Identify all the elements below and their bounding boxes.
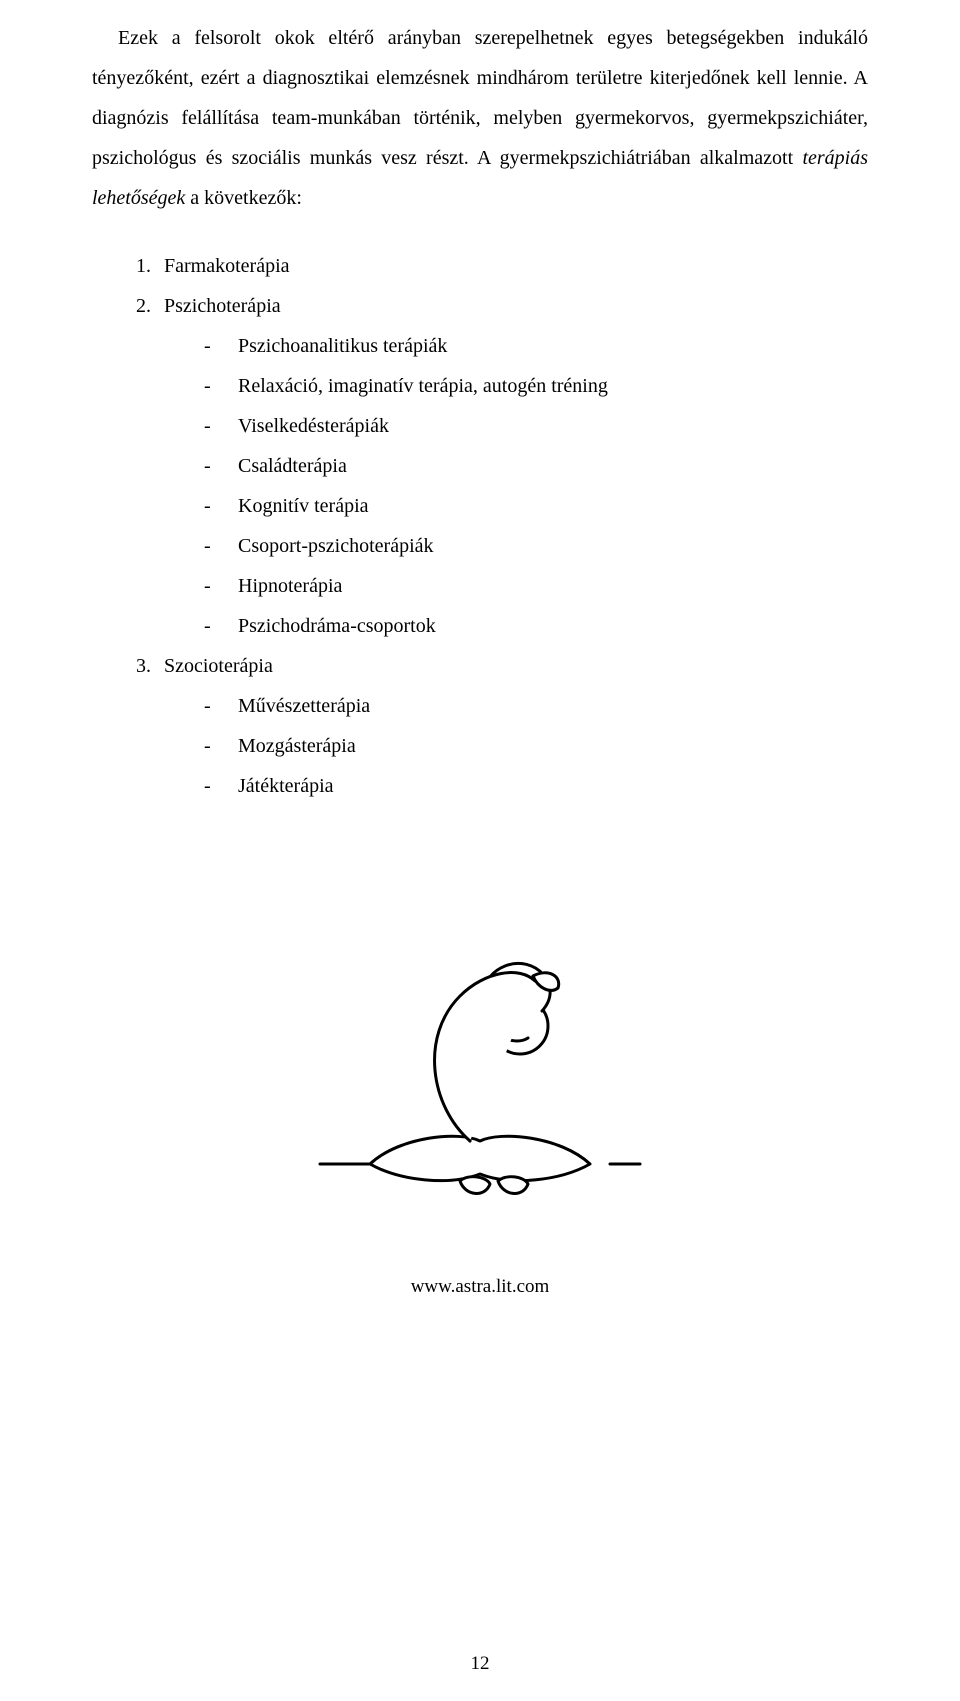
sub-list-item: Kognitív terápia — [204, 486, 868, 526]
sub-list-item: Családterápia — [204, 446, 868, 486]
list-item: Pszichoterápia Pszichoanalitikus terápiá… — [156, 286, 868, 646]
sub-list-item-label: Pszichodráma-csoportok — [238, 615, 436, 637]
therapy-list: Farmakoterápia Pszichoterápia Pszichoana… — [92, 246, 868, 806]
sub-list-item-label: Viselkedésterápiák — [238, 415, 389, 437]
sub-list-item: Csoport-pszichoterápiák — [204, 526, 868, 566]
sub-list-item-label: Pszichoanalitikus terápiák — [238, 335, 447, 357]
illustration-caption: www.astra.lit.com — [92, 1268, 868, 1306]
page-number: 12 — [0, 1645, 960, 1683]
sub-list-item: Művészetterápia — [204, 686, 868, 726]
sub-list-item-label: Mozgásterápia — [238, 735, 356, 757]
sub-list-item-label: Művészetterápia — [238, 695, 370, 717]
sub-list-item-label: Kognitív terápia — [238, 495, 369, 517]
sub-list-item: Hipnoterápia — [204, 566, 868, 606]
list-item: Szocioterápia Művészetterápia Mozgásterá… — [156, 646, 868, 806]
sub-list-item-label: Relaxáció, imaginatív terápia, autogén t… — [238, 375, 608, 397]
sub-list-item-label: Csoport-pszichoterápiák — [238, 535, 434, 557]
list-item-label: Farmakoterápia — [164, 255, 290, 277]
para-part-b: a következők: — [185, 187, 302, 209]
sub-list-item: Mozgásterápia — [204, 726, 868, 766]
sub-list-item: Viselkedésterápiák — [204, 406, 868, 446]
list-item-label: Szocioterápia — [164, 655, 273, 677]
sub-list-item-label: Játékterápia — [238, 775, 334, 797]
list-item-label: Pszichoterápia — [164, 295, 281, 317]
contortionist-icon — [310, 926, 650, 1206]
sub-list: Pszichoanalitikus terápiák Relaxáció, im… — [164, 326, 868, 646]
sub-list-item: Pszichodráma-csoportok — [204, 606, 868, 646]
page: Ezek a felsorolt okok eltérő arányban sz… — [0, 0, 960, 1701]
sub-list-item-label: Családterápia — [238, 455, 347, 477]
sub-list-item-label: Hipnoterápia — [238, 575, 342, 597]
paragraph-intro: Ezek a felsorolt okok eltérő arányban sz… — [92, 18, 868, 218]
illustration-container: www.astra.lit.com — [92, 926, 868, 1306]
sub-list: Művészetterápia Mozgásterápia Játékteráp… — [164, 686, 868, 806]
sub-list-item: Relaxáció, imaginatív terápia, autogén t… — [204, 366, 868, 406]
para-part-a: Ezek a felsorolt okok eltérő arányban sz… — [92, 27, 868, 169]
sub-list-item: Játékterápia — [204, 766, 868, 806]
list-item: Farmakoterápia — [156, 246, 868, 286]
sub-list-item: Pszichoanalitikus terápiák — [204, 326, 868, 366]
